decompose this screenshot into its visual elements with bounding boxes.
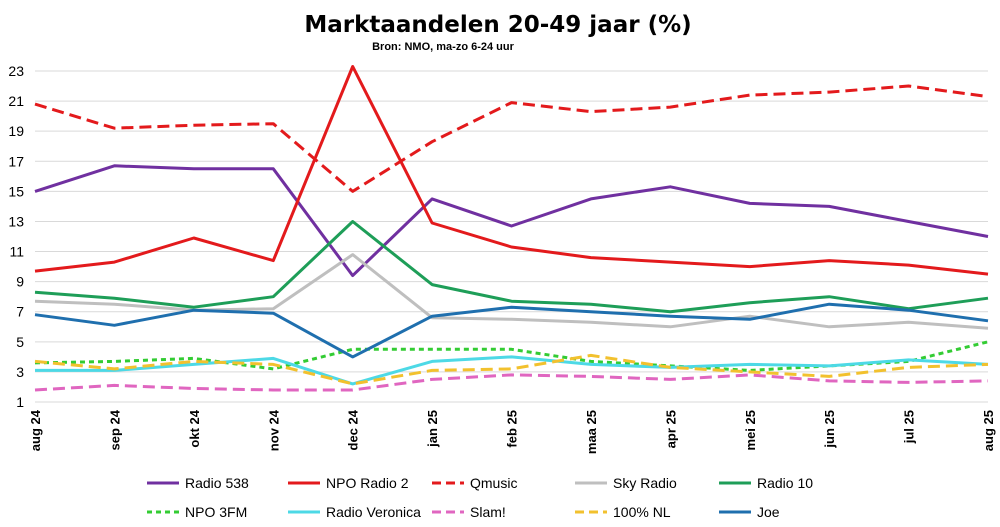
legend-label: NPO Radio 2: [326, 475, 409, 491]
legend-item-npo-radio-2: NPO Radio 2: [288, 475, 409, 491]
chart-title: Marktaandelen 20-49 jaar (%): [304, 12, 691, 38]
y-tick-label: 9: [16, 274, 24, 290]
y-tick-label: 13: [8, 213, 24, 229]
y-tick-label: 15: [8, 183, 24, 199]
legend-item-radio-veronica: Radio Veronica: [288, 504, 421, 520]
y-tick-label: 17: [8, 153, 24, 169]
x-tick-label: dec 24: [346, 409, 361, 450]
y-tick-label: 19: [8, 123, 24, 139]
legend-item-qmusic: Qmusic: [432, 475, 517, 491]
series-line-sky-radio: [34, 253, 989, 330]
legend-label: NPO 3FM: [185, 504, 247, 520]
legend-item-100-nl: 100% NL: [575, 504, 671, 520]
y-tick-label: 21: [8, 93, 24, 109]
x-tick-label: sep 24: [107, 409, 122, 450]
legend-item-radio-538: Radio 538: [147, 475, 249, 491]
x-tick-label: aug 24: [28, 409, 43, 451]
x-tick-label: jul 25: [902, 410, 917, 444]
legend-item-joe: Joe: [719, 504, 780, 520]
legend: Radio 538 NPO Radio 2 Qmusic Sky Radio Radio…: [147, 475, 813, 520]
x-tick-label: aug 25: [981, 410, 996, 451]
series-line-100-nl: [34, 353, 989, 386]
legend-label: Qmusic: [470, 475, 517, 491]
x-tick-label: feb 25: [505, 410, 520, 448]
series-line-radio-538: [34, 164, 989, 278]
legend-label: Radio Veronica: [326, 504, 421, 520]
legend-item-radio-10: Radio 10: [719, 475, 813, 491]
x-tick-label: jan 25: [425, 410, 440, 448]
legend-label: Radio 538: [185, 475, 249, 491]
series-line-radio-veronica: [35, 355, 989, 386]
x-axis-ticks: aug 24 sep 24 okt 24 nov 24 dec 24 jan 25 feb …: [28, 409, 996, 454]
series-line-qmusic: [34, 84, 989, 193]
x-tick-label: okt 24: [187, 409, 202, 447]
series-line-radio-10: [34, 220, 989, 314]
y-tick-label: 5: [16, 334, 24, 350]
x-tick-label: mei 25: [743, 410, 758, 450]
y-tick-label: 1: [16, 394, 24, 410]
legend-item-npo-3fm: NPO 3FM: [147, 504, 247, 520]
legend-label: Radio 10: [757, 475, 813, 491]
x-tick-label: nov 24: [266, 409, 281, 451]
gridlines: [35, 70, 988, 403]
legend-label: Slam!: [470, 504, 506, 520]
y-tick-label: 11: [9, 244, 24, 260]
series-line-npo-3fm: [34, 340, 989, 372]
series-line-joe: [34, 302, 989, 359]
legend-label: 100% NL: [613, 504, 671, 520]
series-line-npo-radio-2: [34, 65, 989, 276]
y-tick-label: 23: [8, 63, 24, 79]
x-tick-label: maa 25: [584, 410, 599, 454]
x-tick-label: apr 25: [663, 410, 678, 448]
legend-item-slam: Slam!: [432, 504, 506, 520]
y-tick-label: 7: [16, 304, 24, 320]
chart-subtitle: Bron: NMO, ma-zo 6-24 uur: [372, 41, 515, 53]
series-lines: [34, 65, 989, 392]
legend-label: Sky Radio: [613, 475, 677, 491]
series-line-slam: [34, 373, 989, 392]
y-tick-label: 3: [16, 364, 24, 380]
legend-label: Joe: [757, 504, 780, 520]
legend-item-sky-radio: Sky Radio: [575, 475, 677, 491]
x-tick-label: jun 25: [822, 410, 837, 449]
